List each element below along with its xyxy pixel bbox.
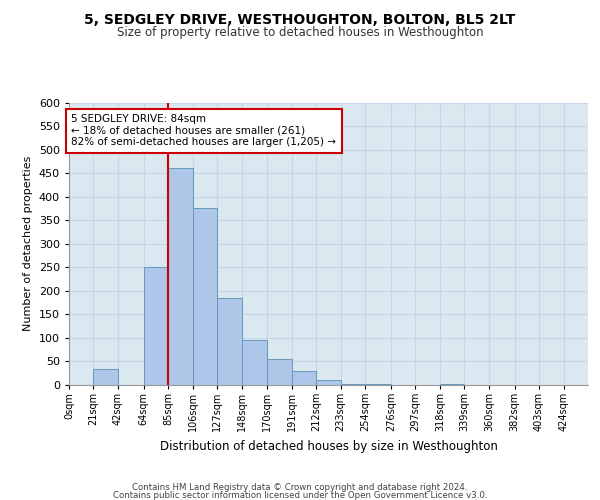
Text: Contains HM Land Registry data © Crown copyright and database right 2024.: Contains HM Land Registry data © Crown c… <box>132 484 468 492</box>
X-axis label: Distribution of detached houses by size in Westhoughton: Distribution of detached houses by size … <box>160 440 497 452</box>
Text: Size of property relative to detached houses in Westhoughton: Size of property relative to detached ho… <box>116 26 484 39</box>
Bar <box>143 268 168 385</box>
Y-axis label: Number of detached properties: Number of detached properties <box>23 156 33 332</box>
Bar <box>94 368 118 385</box>
Bar <box>242 340 267 385</box>
Text: 5, SEDGLEY DRIVE, WESTHOUGHTON, BOLTON, BL5 2LT: 5, SEDGLEY DRIVE, WESTHOUGHTON, BOLTON, … <box>85 12 515 26</box>
Bar <box>341 384 365 385</box>
Bar <box>440 384 464 385</box>
Bar <box>316 380 341 385</box>
Bar <box>267 359 292 385</box>
Bar <box>168 168 193 385</box>
Bar <box>217 298 242 385</box>
Text: Contains public sector information licensed under the Open Government Licence v3: Contains public sector information licen… <box>113 491 487 500</box>
Bar <box>193 208 217 385</box>
Bar <box>292 371 316 385</box>
Bar <box>365 384 391 385</box>
Text: 5 SEDGLEY DRIVE: 84sqm
← 18% of detached houses are smaller (261)
82% of semi-de: 5 SEDGLEY DRIVE: 84sqm ← 18% of detached… <box>71 114 337 148</box>
